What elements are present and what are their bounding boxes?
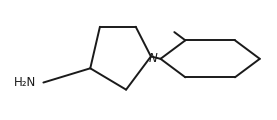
Text: N: N [149,52,158,65]
Text: H₂N: H₂N [14,76,37,89]
